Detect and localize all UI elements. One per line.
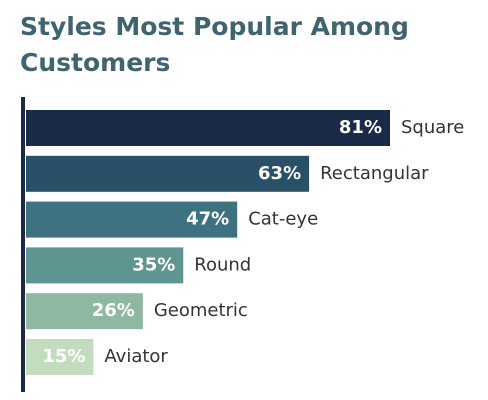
category-label: Rectangular	[320, 163, 429, 184]
bar	[26, 339, 94, 375]
value-label: 47%	[186, 209, 229, 230]
category-label: Round	[194, 254, 251, 275]
bar	[26, 155, 310, 192]
value-label: 26%	[92, 300, 135, 321]
value-label: 15%	[42, 346, 85, 367]
category-label: Geometric	[154, 300, 248, 321]
bar	[26, 201, 238, 238]
bar	[26, 110, 390, 146]
bar	[26, 293, 143, 330]
category-label: Cat-eye	[248, 209, 318, 230]
value-label: 35%	[132, 254, 175, 275]
category-label: Square	[401, 117, 464, 138]
chart-title: Styles Most Popular Among	[20, 12, 409, 41]
value-label: 63%	[258, 163, 301, 184]
category-label: Aviator	[104, 346, 168, 367]
bar	[26, 247, 184, 284]
chart-title: Customers	[20, 48, 170, 77]
value-label: 81%	[339, 117, 382, 138]
